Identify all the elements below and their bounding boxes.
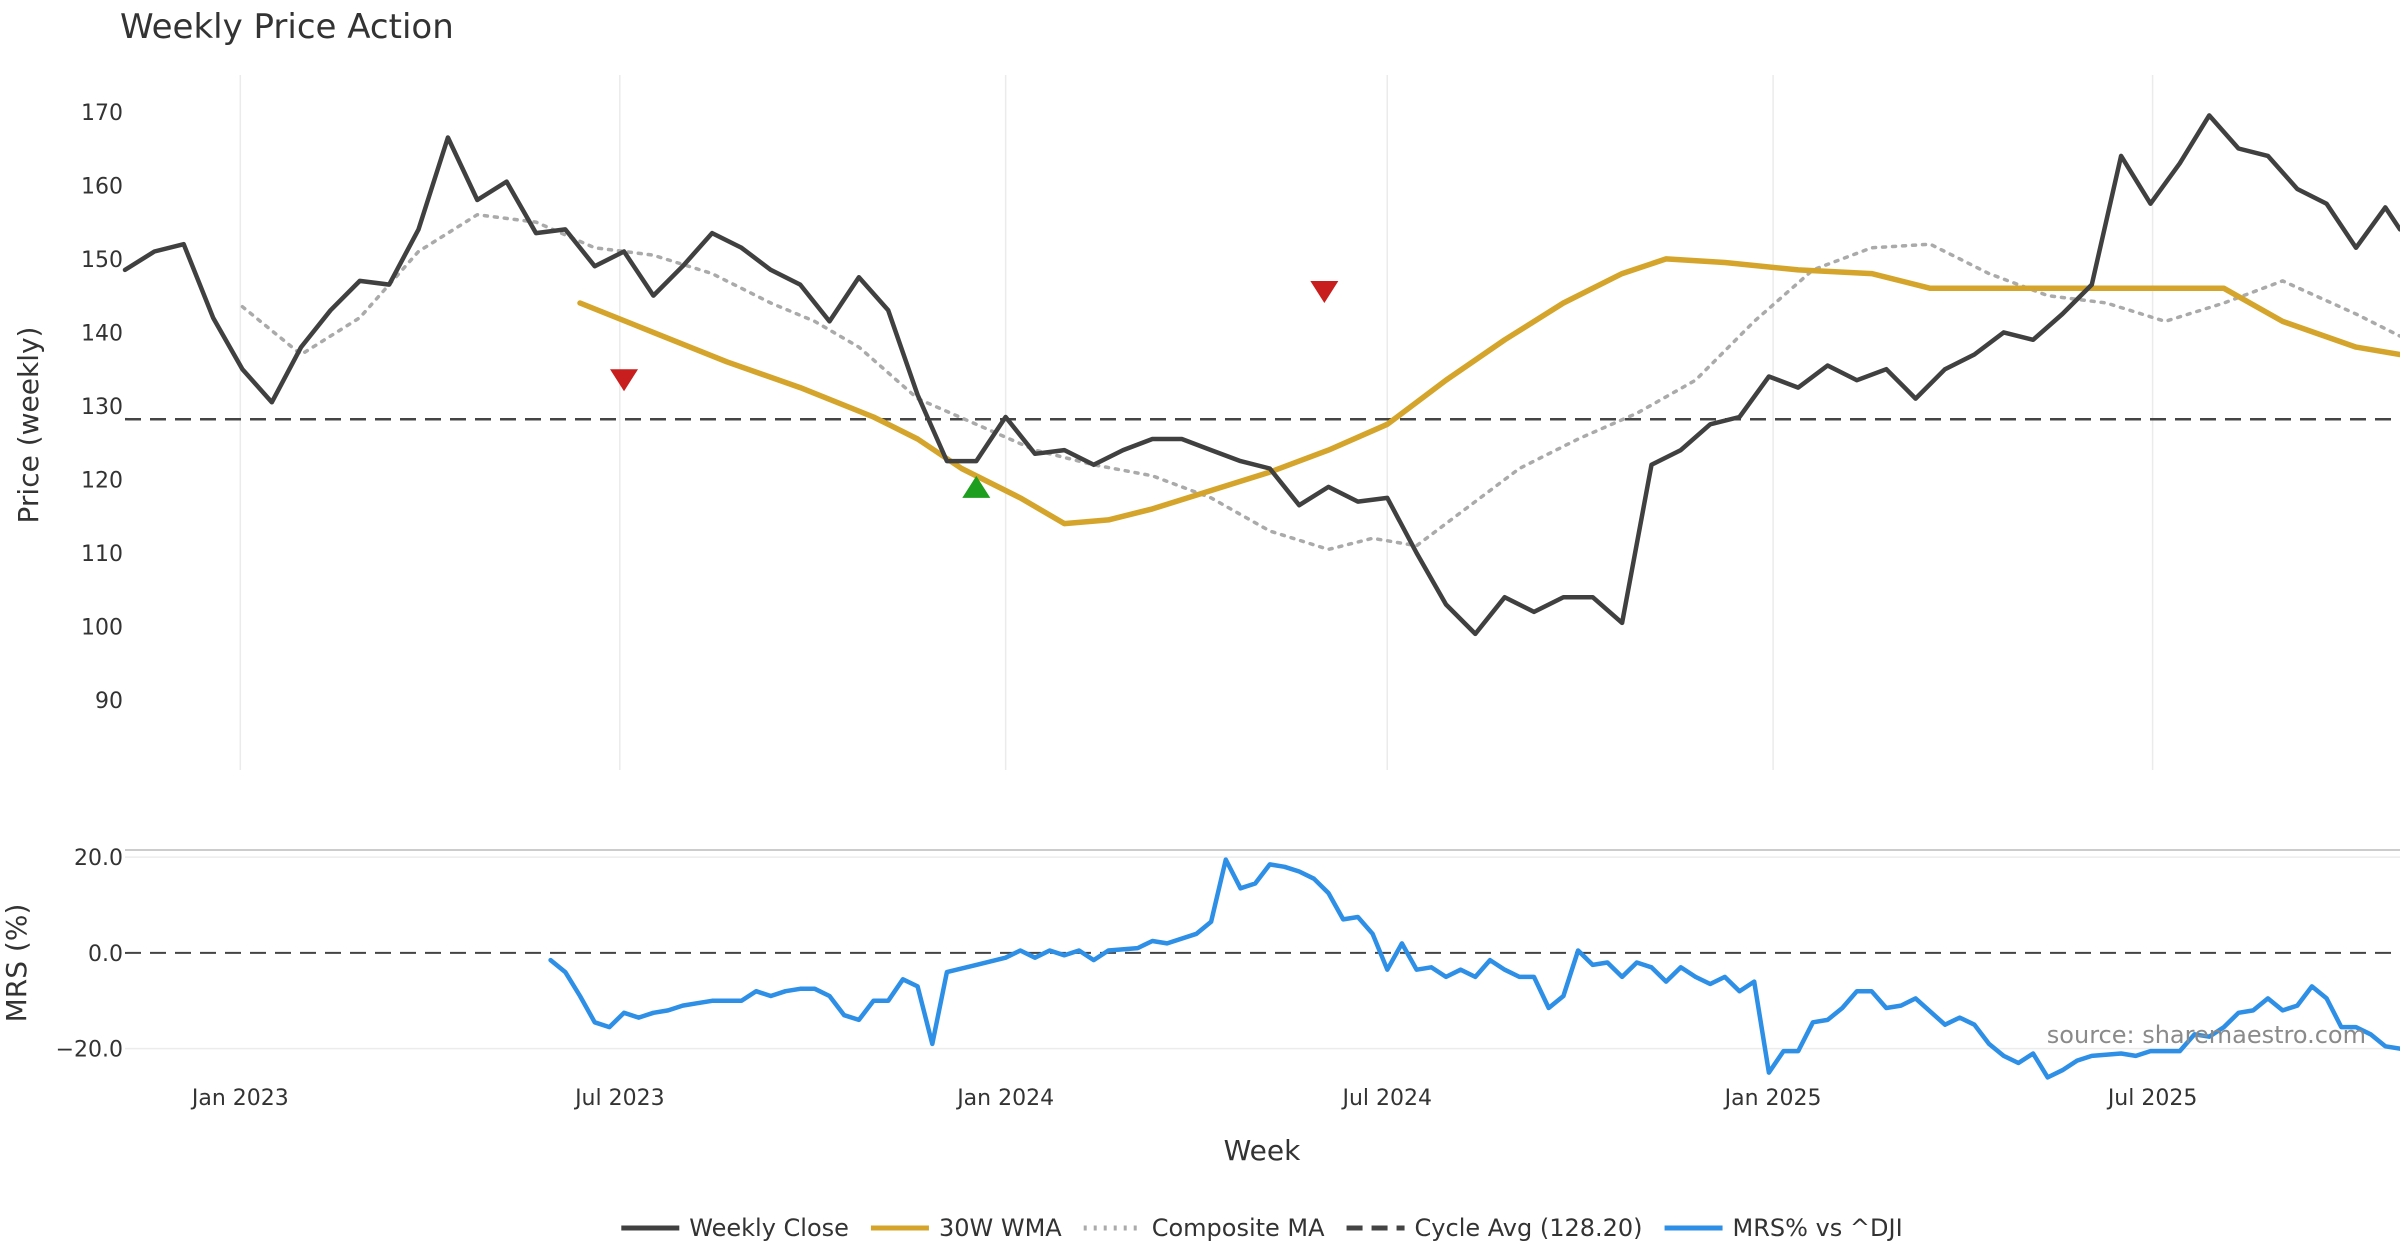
legend-label-30w-wma: 30W WMA [939, 1214, 1062, 1242]
series-composite-ma [240, 212, 2400, 552]
price-y-tick-label: 90 [95, 689, 123, 714]
mrs-y-tick-label: −20.0 [56, 1038, 123, 1063]
sell-signal-marker [610, 369, 639, 392]
legend-label-mrs-vs-dji: MRS% vs ^DJI [1733, 1214, 1903, 1242]
x-axis-ticks: Jan 2023 Jul 2023 Jan 2024 Jul 2024 Jan 2025… [190, 1086, 2197, 1111]
legend-label-weekly-close: Weekly Close [689, 1214, 849, 1242]
mrs-y-ticks: 20.0 0.0 −20.0 [56, 846, 123, 1062]
series-mrs-vs-dji [548, 857, 2400, 1080]
series-weekly-close [122, 113, 2400, 637]
price-y-tick-label: 100 [81, 616, 123, 641]
price-y-tick-label: 160 [81, 174, 123, 199]
mrs-grid [125, 856, 2400, 1050]
mrs-y-tick-label: 0.0 [88, 942, 123, 967]
mrs-y-tick-label: 20.0 [74, 846, 123, 871]
legend-label-composite-ma: Composite MA [1152, 1214, 1325, 1242]
sell-signal-marker [1310, 280, 1339, 303]
price-panel: 90 100 110 120 130 140 150 160 170 [81, 75, 2400, 770]
x-tick-label: Jul 2024 [1340, 1086, 1432, 1111]
price-y-ticks: 90 100 110 120 130 140 150 160 170 [81, 101, 123, 714]
price-y-tick-label: 140 [81, 321, 123, 346]
price-y-tick-label: 130 [81, 395, 123, 420]
x-tick-label: Jan 2025 [1723, 1086, 1822, 1111]
x-tick-label: Jul 2025 [2106, 1086, 2198, 1111]
mrs-series [548, 857, 2400, 1080]
price-y-tick-label: 170 [81, 101, 123, 126]
price-y-tick-label: 120 [81, 468, 123, 493]
x-tick-label: Jul 2023 [573, 1086, 665, 1111]
mrs-panel: 20.0 0.0 −20.0 [56, 846, 2400, 1080]
price-y-tick-label: 150 [81, 248, 123, 273]
signal-markers [610, 280, 1339, 498]
price-y-tick-label: 110 [81, 542, 123, 567]
x-tick-label: Jan 2023 [190, 1086, 289, 1111]
series-30w-wma [577, 256, 2400, 527]
price-series [122, 113, 2400, 637]
chart-title: Weekly Price Action [120, 7, 454, 47]
legend-label-cycle-avg-128-20: Cycle Avg (128.20) [1415, 1214, 1643, 1242]
x-axis-title: Week [1224, 1134, 1301, 1167]
mrs-y-axis-title: MRS (%) [0, 904, 33, 1023]
price-y-axis-title: Price (weekly) [12, 327, 45, 524]
buy-signal-marker [962, 475, 991, 498]
price-grid [239, 75, 2154, 770]
legend: Weekly Close 30W WMA Composite MA Cycle Avg… [621, 1214, 1903, 1242]
x-tick-label: Jan 2024 [955, 1086, 1054, 1111]
source-watermark: source: sharemaestro.com [2047, 1021, 2366, 1049]
